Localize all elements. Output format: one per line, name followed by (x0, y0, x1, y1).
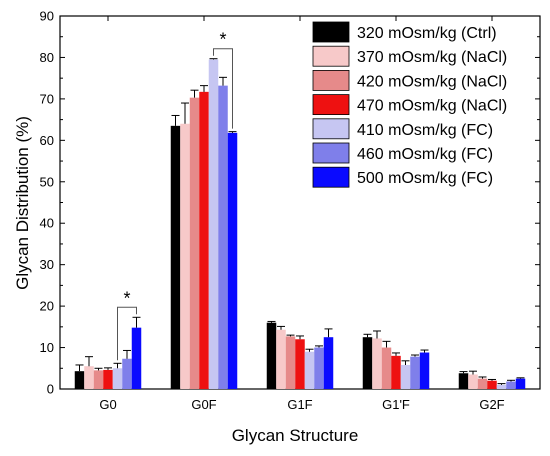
bar (314, 347, 324, 389)
bar (419, 352, 430, 389)
legend-label: 420 mOsm/kg (NaCl) (357, 73, 507, 90)
bar (506, 381, 516, 389)
bar (468, 374, 478, 389)
bar (208, 59, 219, 390)
significance-star: * (219, 30, 226, 50)
y-tick-label: 20 (40, 299, 54, 314)
x-tick-label: G0F (191, 397, 216, 412)
bar (410, 356, 420, 389)
legend-label: 320 mOsm/kg (Ctrl) (357, 25, 497, 42)
bar (131, 327, 142, 389)
legend-swatch (312, 142, 350, 164)
y-tick-label: 80 (40, 50, 54, 65)
bar (323, 337, 334, 389)
bar (487, 380, 497, 389)
bar (227, 132, 238, 389)
bar (362, 337, 373, 389)
x-axis-title: Glycan Structure (232, 426, 359, 445)
y-tick-label: 0 (47, 382, 54, 397)
bar (276, 329, 286, 389)
x-tick-label: G0 (99, 397, 116, 412)
bar (266, 322, 277, 389)
bar (400, 364, 411, 389)
bar (496, 384, 507, 389)
y-tick-label: 50 (40, 174, 54, 189)
legend-swatch (312, 21, 350, 43)
legend-swatch (312, 166, 350, 188)
legend-label: 470 mOsm/kg (NaCl) (357, 98, 507, 115)
legend: 320 mOsm/kg (Ctrl) 370 mOsm/kg (NaCl) 420 … (312, 21, 507, 188)
y-tick-label: 30 (40, 257, 54, 272)
bar (180, 123, 190, 389)
y-tick-label: 40 (40, 216, 54, 231)
x-tick-label: G1'F (382, 397, 410, 412)
bar (112, 368, 123, 389)
bar (122, 358, 132, 389)
y-tick-label: 90 (40, 9, 54, 24)
bar (74, 371, 85, 389)
annotations-layer: ** (117, 30, 233, 361)
bar (93, 370, 104, 389)
bar (477, 378, 488, 389)
y-tick-label: 60 (40, 133, 54, 148)
bar (170, 125, 181, 390)
legend-label: 500 mOsm/kg (FC) (357, 170, 493, 187)
bar (304, 351, 315, 389)
bar (84, 366, 94, 389)
significance-bracket (213, 48, 233, 129)
legend-label: 370 mOsm/kg (NaCl) (357, 49, 507, 66)
legend-swatch (312, 45, 350, 67)
y-axis-title: Glycan Distribution (%) (13, 116, 32, 290)
legend-label: 460 mOsm/kg (FC) (357, 146, 493, 163)
x-tick-label: G2F (479, 397, 504, 412)
bar (372, 338, 382, 389)
bar (391, 355, 401, 389)
legend-label: 410 mOsm/kg (FC) (357, 122, 493, 139)
bar (189, 97, 200, 389)
legend-swatch (312, 94, 350, 115)
legend-swatch (312, 70, 350, 91)
significance-bracket (117, 306, 137, 361)
y-tick-label: 70 (40, 91, 54, 106)
bar (103, 369, 113, 389)
bar (199, 91, 209, 390)
x-tick-label: G1F (287, 397, 312, 412)
bar (295, 339, 305, 389)
bars-layer (74, 58, 526, 390)
bar (218, 85, 228, 390)
bar (285, 336, 296, 389)
legend-swatch (312, 118, 350, 140)
bar (381, 347, 392, 389)
y-tick-label: 10 (40, 340, 54, 355)
significance-star: * (123, 288, 130, 308)
bar (458, 373, 469, 389)
bar (515, 378, 526, 389)
